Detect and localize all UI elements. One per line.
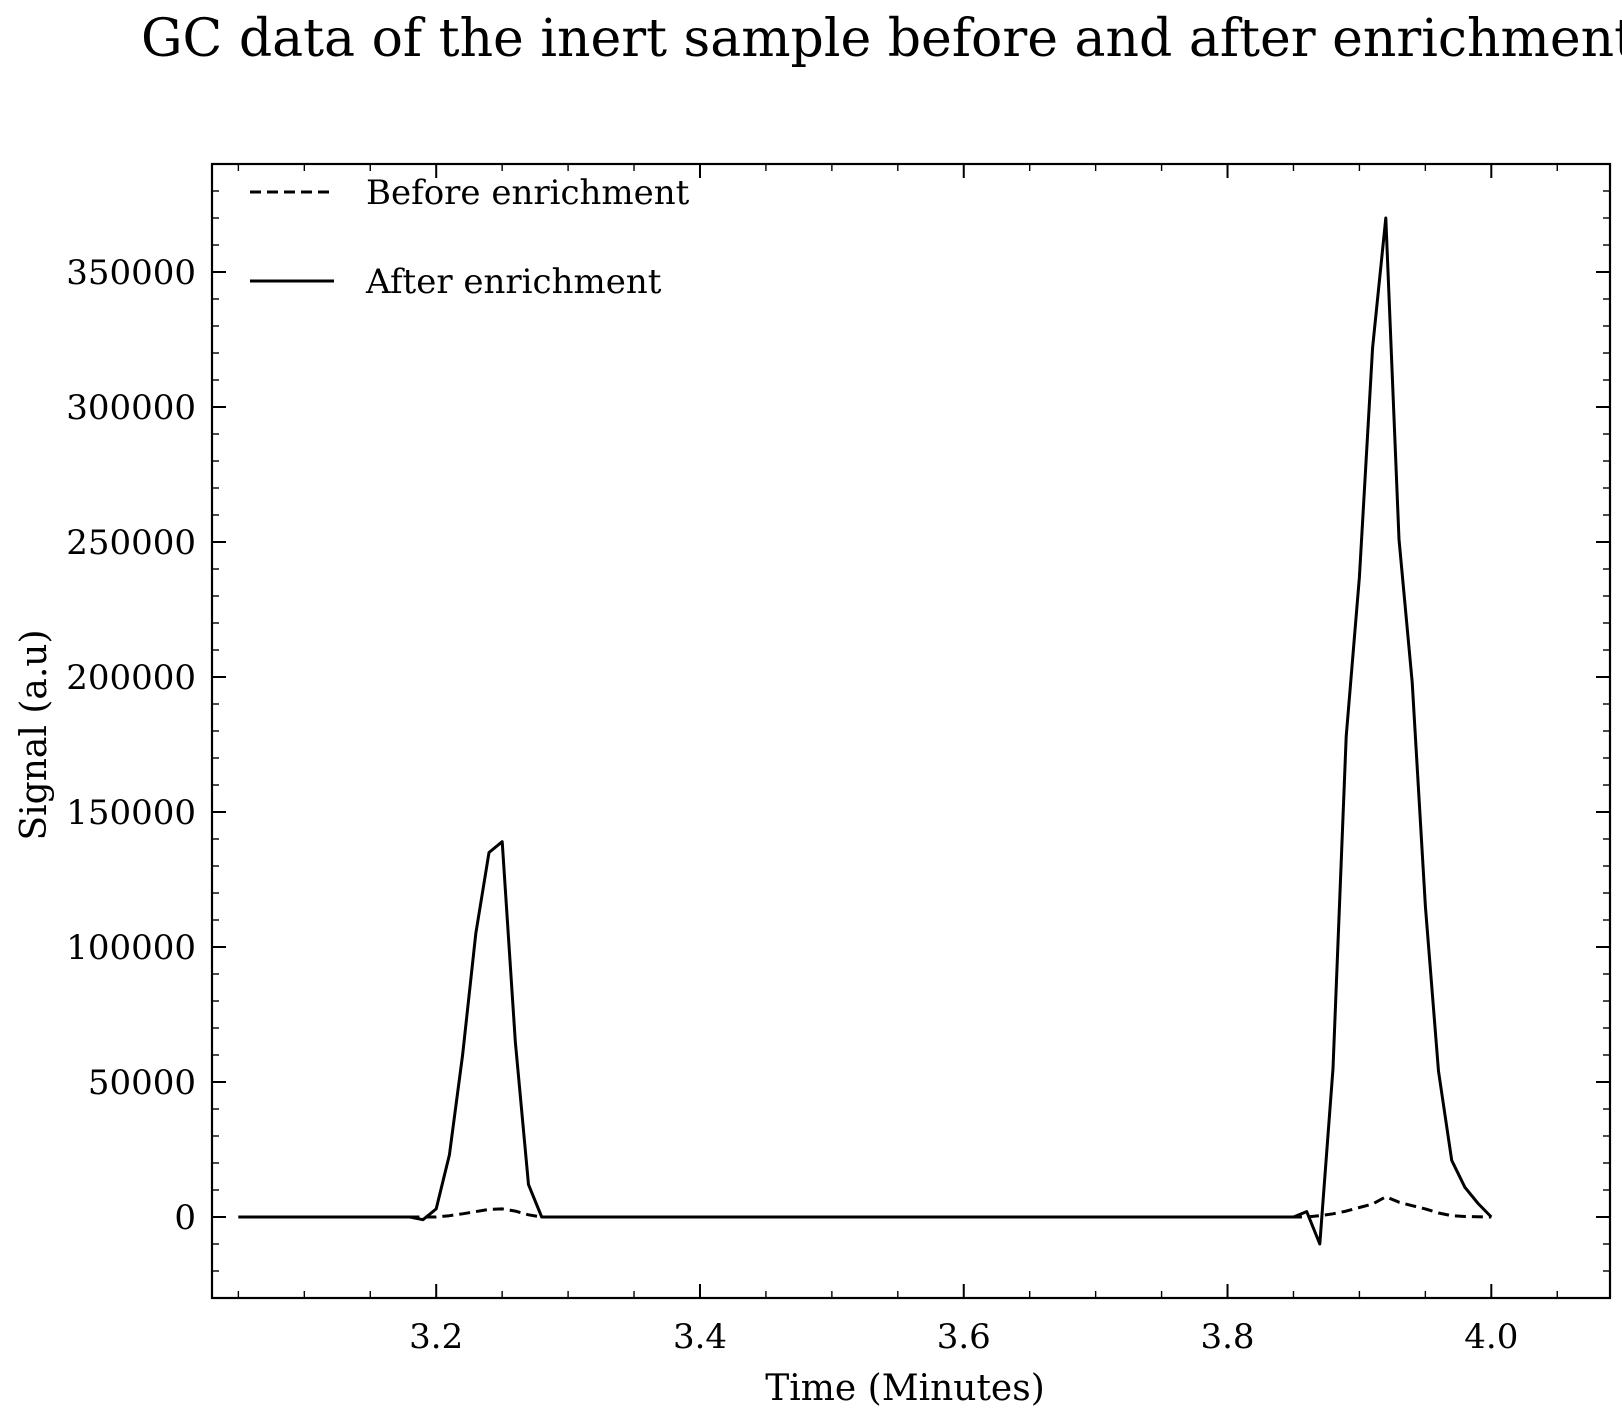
y-axis-label: Signal (a.u) bbox=[14, 629, 55, 840]
y-tick-label: 150000 bbox=[66, 793, 196, 833]
x-tick-label: 3.4 bbox=[673, 1317, 727, 1357]
series-line-before-enrichment bbox=[238, 1195, 1492, 1219]
x-tick-label: 3.6 bbox=[937, 1317, 991, 1357]
x-axis-label: Time (Minutes) bbox=[765, 1368, 1045, 1409]
minor-ticks bbox=[212, 163, 1610, 1299]
plot-area-frame bbox=[210, 162, 1612, 1300]
x-tick-label: 3.8 bbox=[1200, 1317, 1254, 1357]
legend-label-after-enrichment: After enrichment bbox=[365, 262, 662, 302]
y-axis-ticks: 0 50000 100000 150000 200000 250000 300000 3500… bbox=[66, 253, 1610, 1238]
series-layer bbox=[238, 216, 1493, 1246]
x-tick-label: 3.2 bbox=[409, 1317, 463, 1357]
y-tick-label: 0 bbox=[174, 1198, 196, 1238]
y-tick-label: 50000 bbox=[88, 1063, 196, 1103]
y-tick-label: 350000 bbox=[66, 253, 196, 293]
y-tick-label: 200000 bbox=[66, 658, 196, 698]
legend: Before enrichment After enrichment bbox=[250, 173, 690, 302]
series-line-after-enrichment bbox=[238, 216, 1493, 1246]
x-axis-ticks: 3.2 3.4 3.6 3.8 4.0 bbox=[409, 164, 1518, 1357]
y-tick-label: 300000 bbox=[66, 388, 196, 428]
y-tick-label: 250000 bbox=[66, 523, 196, 563]
chart-title: GC data of the inert sample before and a… bbox=[141, 9, 1622, 69]
x-tick-label: 4.0 bbox=[1464, 1317, 1518, 1357]
y-tick-label: 100000 bbox=[66, 928, 196, 968]
legend-label-before-enrichment: Before enrichment bbox=[366, 173, 690, 213]
